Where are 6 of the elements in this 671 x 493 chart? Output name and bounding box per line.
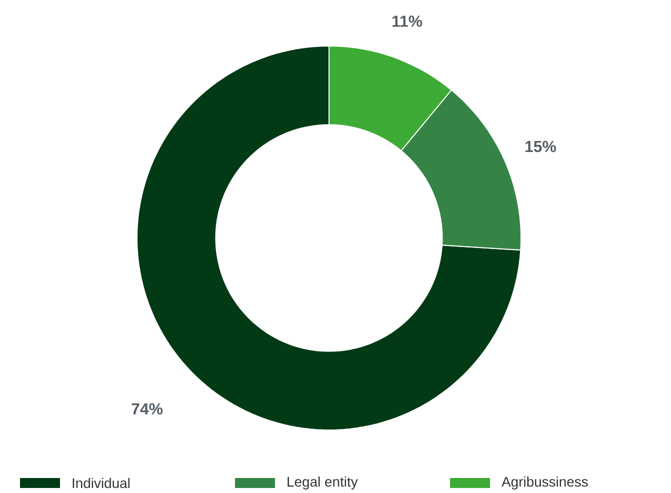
- legend-label: Agribussiness: [502, 476, 588, 490]
- data-label: 74%: [132, 403, 163, 415]
- data-label: 15%: [525, 140, 556, 152]
- data-label: 11%: [392, 16, 422, 27]
- legend-label: Legal entity: [288, 476, 358, 490]
- legend-label: Individual: [72, 478, 130, 488]
